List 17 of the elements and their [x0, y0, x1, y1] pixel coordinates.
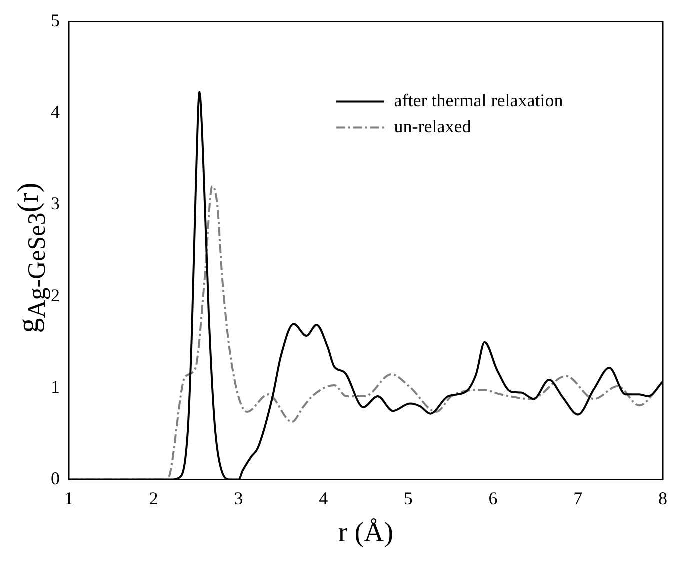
y-tick-label: 5: [51, 10, 60, 31]
y-tick-label: 0: [51, 468, 60, 489]
y-tick-label: 2: [51, 285, 60, 306]
y-tick-label: 3: [51, 194, 60, 214]
x-tick-label: 3: [234, 488, 244, 508]
x-tick-label: 7: [574, 488, 583, 508]
x-tick-label: 5: [404, 488, 413, 508]
y-tick-label: 4: [51, 102, 60, 122]
y-tick-label: 1: [51, 376, 60, 397]
legend-label: un-relaxed: [394, 116, 472, 137]
x-tick-label: 6: [488, 488, 498, 508]
x-tick-label: 4: [319, 488, 328, 508]
x-axis-title: r (Å): [338, 518, 394, 549]
legend-label: after thermal relaxation: [394, 90, 564, 111]
x-tick-label: 1: [64, 488, 74, 508]
x-tick-label: 8: [658, 488, 668, 508]
x-tick-label: 2: [149, 488, 158, 508]
